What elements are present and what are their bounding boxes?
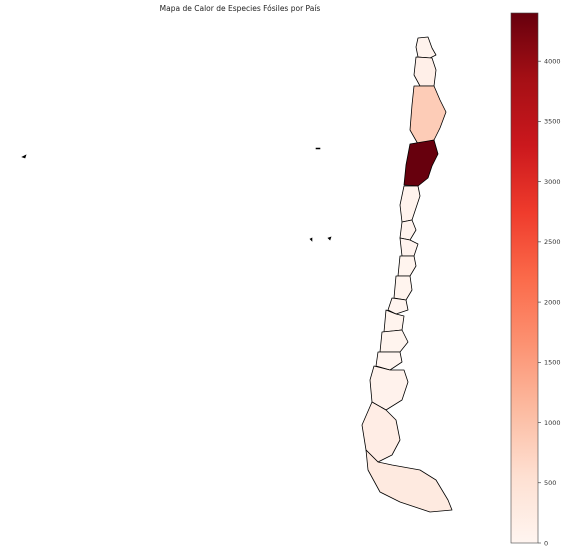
map-region xyxy=(369,365,409,411)
map-regions xyxy=(361,36,453,513)
map-region xyxy=(393,275,413,301)
chart-title: Mapa de Calor de Especies Fósiles por Pa… xyxy=(159,4,321,13)
colorbar: 0 500 1000 1500 2000 2500 3000 3500 4000 xyxy=(510,12,561,547)
map-region xyxy=(375,351,403,371)
colorbar-tick-label: 0 xyxy=(544,539,548,547)
island-shape xyxy=(21,154,27,159)
map-region xyxy=(415,36,437,59)
island-shape xyxy=(309,237,313,242)
map-region xyxy=(387,297,409,315)
map-region xyxy=(361,401,401,463)
colorbar-gradient xyxy=(510,12,539,544)
map-region xyxy=(399,237,419,257)
map-islands xyxy=(21,147,332,242)
colorbar-tick-label: 4000 xyxy=(544,57,561,65)
map-region xyxy=(379,329,409,353)
island-shape xyxy=(327,236,332,241)
map-region xyxy=(399,185,421,223)
map-region xyxy=(409,85,447,145)
colorbar-tick-label: 2000 xyxy=(544,298,561,306)
map-region xyxy=(403,139,439,187)
map-region xyxy=(399,219,417,241)
colorbar-tick-label: 1000 xyxy=(544,419,561,427)
colorbar-tick-label: 2500 xyxy=(544,238,561,246)
colorbar-tick-label: 3000 xyxy=(544,178,561,186)
map-region xyxy=(397,255,417,277)
colorbar-tick-label: 3500 xyxy=(544,118,561,126)
map-region xyxy=(365,449,453,513)
map-region xyxy=(383,309,405,333)
map-region xyxy=(413,56,437,87)
island-shape xyxy=(315,147,321,150)
colorbar-tick-label: 500 xyxy=(544,479,556,487)
colorbar-tick-label: 1500 xyxy=(544,359,561,367)
